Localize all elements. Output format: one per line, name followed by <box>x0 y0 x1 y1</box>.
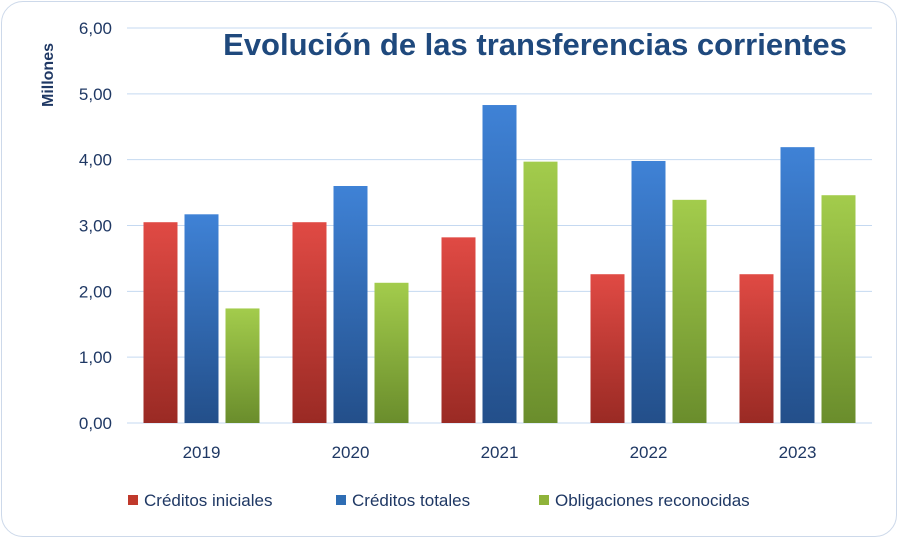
legend-label: Obligaciones reconocidas <box>555 491 750 510</box>
y-axis-label: Millones <box>40 43 57 107</box>
x-axis-ticks: 2019 2020 2021 2022 2023 <box>183 443 817 462</box>
y-tick-label: 1,00 <box>79 348 112 367</box>
bar-cr-ditos-totales-2022 <box>631 160 666 423</box>
legend: Créditos iniciales Créditos totales Obliga… <box>128 491 750 510</box>
x-tick-label: 2022 <box>630 443 668 462</box>
legend-swatch <box>539 495 549 505</box>
legend-label: Créditos iniciales <box>144 491 273 510</box>
x-tick-label: 2023 <box>779 443 817 462</box>
legend-swatch <box>336 495 346 505</box>
bar-cr-ditos-totales-2023 <box>780 147 815 424</box>
bar-cr-ditos-iniciales-2019 <box>143 222 178 423</box>
bar-cr-ditos-iniciales-2023 <box>739 274 774 423</box>
bar-cr-ditos-iniciales-2022 <box>590 274 625 423</box>
x-tick-label: 2021 <box>481 443 519 462</box>
y-tick-label: 4,00 <box>79 151 112 170</box>
x-tick-label: 2019 <box>183 443 221 462</box>
bar-obligaciones-reconocidas-2021 <box>523 161 558 423</box>
x-tick-label: 2020 <box>332 443 370 462</box>
legend-swatch <box>128 495 138 505</box>
bar-obligaciones-reconocidas-2022 <box>672 199 707 423</box>
y-tick-label: 0,00 <box>79 414 112 433</box>
y-tick-label: 6,00 <box>79 19 112 38</box>
chart-title: Evolución de las transferencias corrient… <box>223 27 847 62</box>
bar-cr-ditos-totales-2019 <box>184 214 219 423</box>
bar-obligaciones-reconocidas-2020 <box>374 282 409 423</box>
y-axis-ticks: 0,00 1,00 2,00 3,00 4,00 5,00 6,00 <box>79 19 112 433</box>
bar-cr-ditos-totales-2020 <box>333 186 368 423</box>
bars <box>143 105 856 424</box>
bar-obligaciones-reconocidas-2023 <box>821 195 856 423</box>
y-tick-label: 2,00 <box>79 282 112 301</box>
bar-cr-ditos-iniciales-2021 <box>441 237 476 423</box>
bar-cr-ditos-iniciales-2020 <box>292 222 327 423</box>
legend-label: Créditos totales <box>352 491 470 510</box>
y-tick-label: 5,00 <box>79 85 112 104</box>
bar-cr-ditos-totales-2021 <box>482 105 517 424</box>
bar-obligaciones-reconocidas-2019 <box>225 308 260 423</box>
y-tick-label: 3,00 <box>79 217 112 236</box>
